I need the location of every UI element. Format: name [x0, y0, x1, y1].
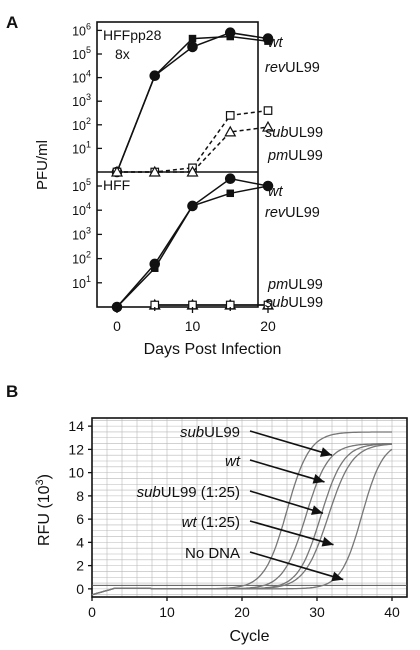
- series-label-wt: wt: [268, 35, 283, 51]
- data-point-revUL99: [226, 189, 234, 198]
- panel-a-ytick-label: 101: [72, 274, 91, 291]
- data-point-subUL99: [225, 111, 235, 120]
- arrow-line: [249, 459, 325, 483]
- panel-a-ytick-label: 101: [72, 139, 91, 156]
- panel-a-ytick-label: 105: [72, 45, 91, 62]
- series-label-wt-1-25-: wt (1:25): [182, 514, 240, 531]
- arrow-head: [321, 536, 334, 547]
- panel-a-subpanel-subtitle: 8x: [115, 46, 130, 62]
- series-line-subUL99: [117, 109, 269, 173]
- arrow-head: [331, 571, 344, 582]
- data-point-revUL99: [151, 71, 159, 80]
- panel-b-ytick-label: 14: [68, 418, 84, 434]
- arrow-head: [320, 447, 332, 457]
- panel-a-xlabel: Days Post Infection: [144, 341, 282, 358]
- panel-b-ytick-label: 8: [76, 488, 84, 504]
- arrow-head: [311, 505, 323, 515]
- series-line-wt: [116, 177, 269, 308]
- data-point-revUL99: [188, 34, 197, 43]
- panel-a-ytick-label: 103: [72, 225, 91, 242]
- series-label-subUL99: subUL99: [180, 424, 240, 441]
- data-point-pmUL99: [148, 165, 161, 177]
- series-curve-No DNA: [91, 448, 393, 596]
- panel-a-frame: [96, 21, 259, 308]
- series-label-subUL99: subUL99: [265, 125, 323, 141]
- panel-a-ytick-label: 106: [72, 21, 91, 38]
- data-point-wt: [224, 173, 236, 185]
- series-line-pmUL99: [117, 126, 269, 173]
- series-label-No-DNA: No DNA: [185, 545, 240, 562]
- arrow-head: [312, 474, 325, 484]
- panel-b-ytick-label: 2: [76, 558, 84, 574]
- panel-a-ylabel: PFU/ml: [34, 140, 51, 190]
- panel-a-xtick-label: 20: [260, 318, 276, 334]
- arrow-line: [249, 430, 333, 456]
- data-point-pmUL99: [186, 165, 199, 177]
- panel-b-ylabel: RFU (103): [34, 474, 53, 546]
- series-label-pmUL99: pmUL99: [267, 277, 323, 293]
- panel-b-ytick-label: 12: [68, 441, 84, 457]
- series-label-subUL99-1-25-: subUL99 (1:25): [137, 484, 240, 501]
- panel-a-ytick-label: 104: [72, 69, 91, 86]
- panel-a-subpanel-title: HFF: [103, 177, 130, 193]
- arrow-line: [249, 520, 334, 546]
- panel-a-subpanel-title: HFFpp28: [103, 27, 162, 43]
- panel-b-xlabel: Cycle: [229, 628, 269, 645]
- panel-b-xtick-label: 30: [309, 604, 325, 620]
- panel-letter-b: B: [6, 382, 18, 401]
- panel-a-ytick-label: 104: [72, 201, 91, 218]
- panel-a-ytick-label: 103: [72, 92, 91, 109]
- panel-b-ytick-label: 0: [76, 581, 84, 597]
- panel-b-ytick-label: 4: [76, 534, 84, 550]
- series-label-subUL99: subUL99: [265, 295, 323, 311]
- panel-b-xtick-label: 10: [159, 604, 175, 620]
- series-label-wt: wt: [268, 184, 283, 200]
- data-point-pmUL99: [224, 125, 237, 137]
- series-label-wt: wt: [225, 453, 241, 470]
- panel-b-xtick-label: 20: [234, 604, 250, 620]
- data-point-revUL99: [151, 264, 159, 272]
- panel-a-xtick-label: 0: [113, 318, 121, 334]
- series-label-revUL99: revUL99: [265, 60, 320, 76]
- data-point-wt: [187, 41, 198, 53]
- panel-b-xtick-label: 0: [88, 604, 96, 620]
- data-point-revUL99: [226, 32, 234, 41]
- data-point-revUL99: [264, 37, 272, 45]
- data-point-pmUL99: [261, 120, 275, 132]
- panel-letter-a: A: [6, 13, 18, 32]
- series-line-wt: [116, 31, 269, 173]
- panel-b-ytick-label: 10: [68, 465, 84, 481]
- panel-b-ytick-label: 6: [76, 511, 84, 527]
- panel-b-xtick-label: 40: [384, 604, 400, 620]
- panel-a-ytick-label: 105: [72, 177, 91, 194]
- arrow-line: [249, 490, 324, 515]
- arrow-line: [249, 551, 344, 581]
- data-point-revUL99: [264, 182, 272, 190]
- data-point-subUL99: [263, 106, 273, 115]
- panel-b-frame: [91, 417, 408, 598]
- panel-a-xtick-label: 10: [185, 318, 201, 334]
- series-label-revUL99: revUL99: [265, 205, 320, 221]
- series-label-pmUL99: pmUL99: [267, 148, 323, 164]
- panel-a-ytick-label: 102: [72, 250, 91, 267]
- data-point-pmUL99: [110, 165, 124, 177]
- series-line-revUL99: [116, 35, 269, 173]
- panel-a-ytick-label: 102: [72, 116, 91, 133]
- data-point-revUL99: [188, 202, 197, 210]
